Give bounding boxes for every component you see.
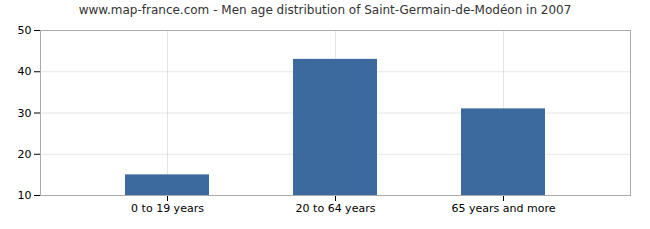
svg-text:30: 30 (18, 107, 32, 120)
svg-text:20 to 64 years: 20 to 64 years (296, 202, 376, 215)
html-text:www.map-france.com - Men age d: www.map-france.com - Men age distributio… (78, 3, 572, 17)
svg-text:10: 10 (18, 189, 32, 202)
svg-text:0 to 19 years: 0 to 19 years (131, 202, 204, 215)
svg-text:40: 40 (18, 65, 32, 78)
svg-text:65 years and more: 65 years and more (452, 202, 556, 215)
svg-text:50: 50 (18, 24, 32, 37)
svg-text:20: 20 (18, 148, 32, 161)
